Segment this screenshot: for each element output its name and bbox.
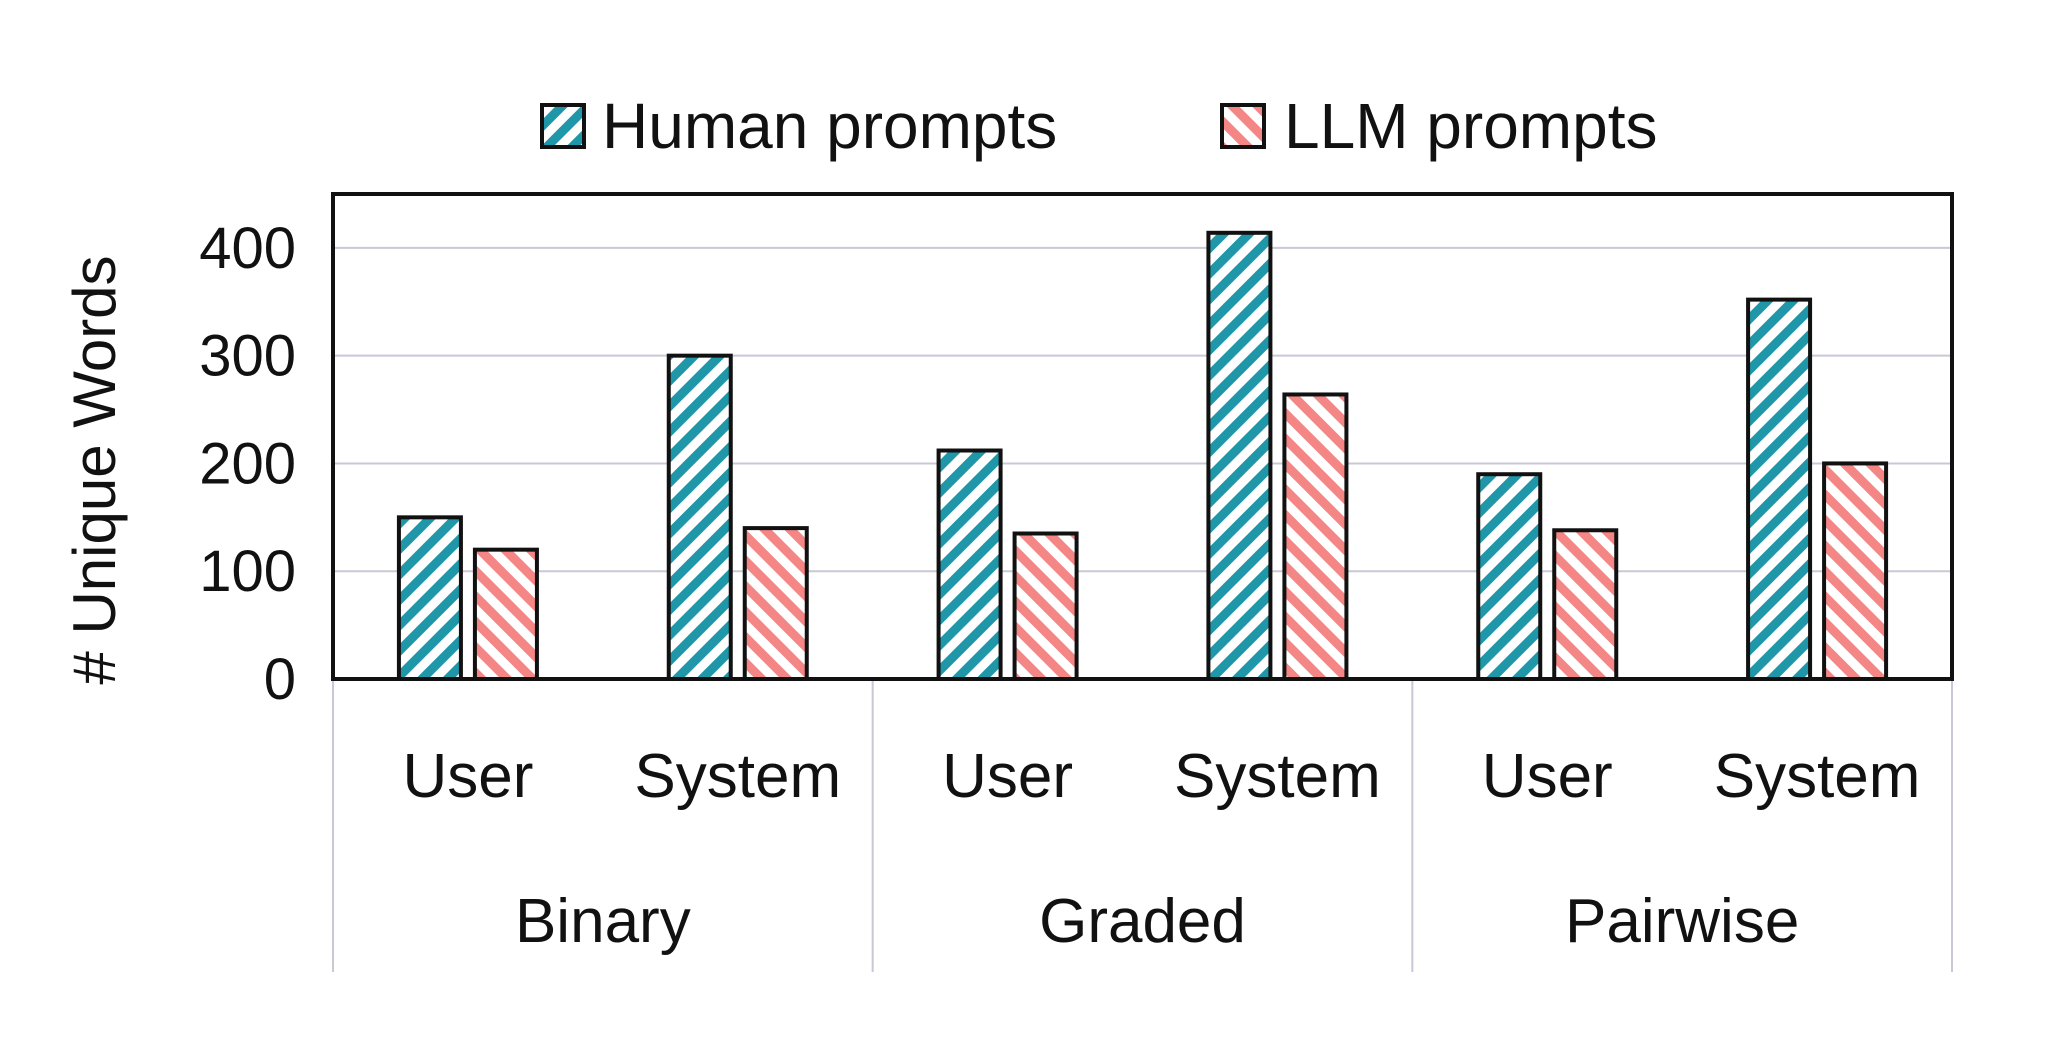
legend: Human prompts LLM prompts [540, 90, 1657, 162]
legend-swatch-human [540, 103, 586, 149]
x-group-label: Binary [515, 887, 691, 956]
x-category-label: System [1174, 742, 1381, 811]
bar-human [666, 353, 733, 681]
bar-llm [742, 526, 809, 681]
y-tick-label: 200 [199, 431, 296, 496]
gridlines [333, 246, 1952, 573]
x-group-label: Graded [1039, 887, 1246, 956]
bar-llm [1012, 531, 1079, 681]
x-category-label: System [1714, 742, 1921, 811]
legend-label-llm: LLM prompts [1284, 90, 1657, 162]
x-category-label: User [1482, 742, 1613, 811]
legend-swatch-llm [1220, 103, 1266, 149]
y-tick-label: 100 [199, 539, 296, 604]
bar-llm [1552, 528, 1619, 681]
x-category-label: User [402, 742, 533, 811]
x-group-label: Pairwise [1565, 887, 1799, 956]
bar-llm [1822, 461, 1889, 682]
y-tick-label: 0 [264, 647, 296, 712]
bars [396, 230, 1889, 682]
bar-human [1746, 297, 1813, 681]
x-axis: User System User System User System Binary Grad… [332, 679, 1953, 972]
x-category-label: System [634, 742, 841, 811]
plot-frame [331, 192, 1954, 681]
y-axis-title: # Unique Words [61, 255, 128, 684]
y-tick-label: 400 [199, 216, 296, 281]
legend-label-human: Human prompts [602, 90, 1057, 162]
bar-human [1206, 230, 1273, 682]
x-category-label: User [942, 742, 1073, 811]
bar-human [936, 448, 1003, 681]
bar-human [396, 515, 463, 681]
bar-llm [1282, 392, 1349, 681]
y-tick-label: 300 [199, 324, 296, 389]
y-axis-ticks: 0 100 200 300 400 [199, 216, 296, 712]
bar-human [1476, 472, 1543, 681]
bar-llm [472, 547, 539, 682]
